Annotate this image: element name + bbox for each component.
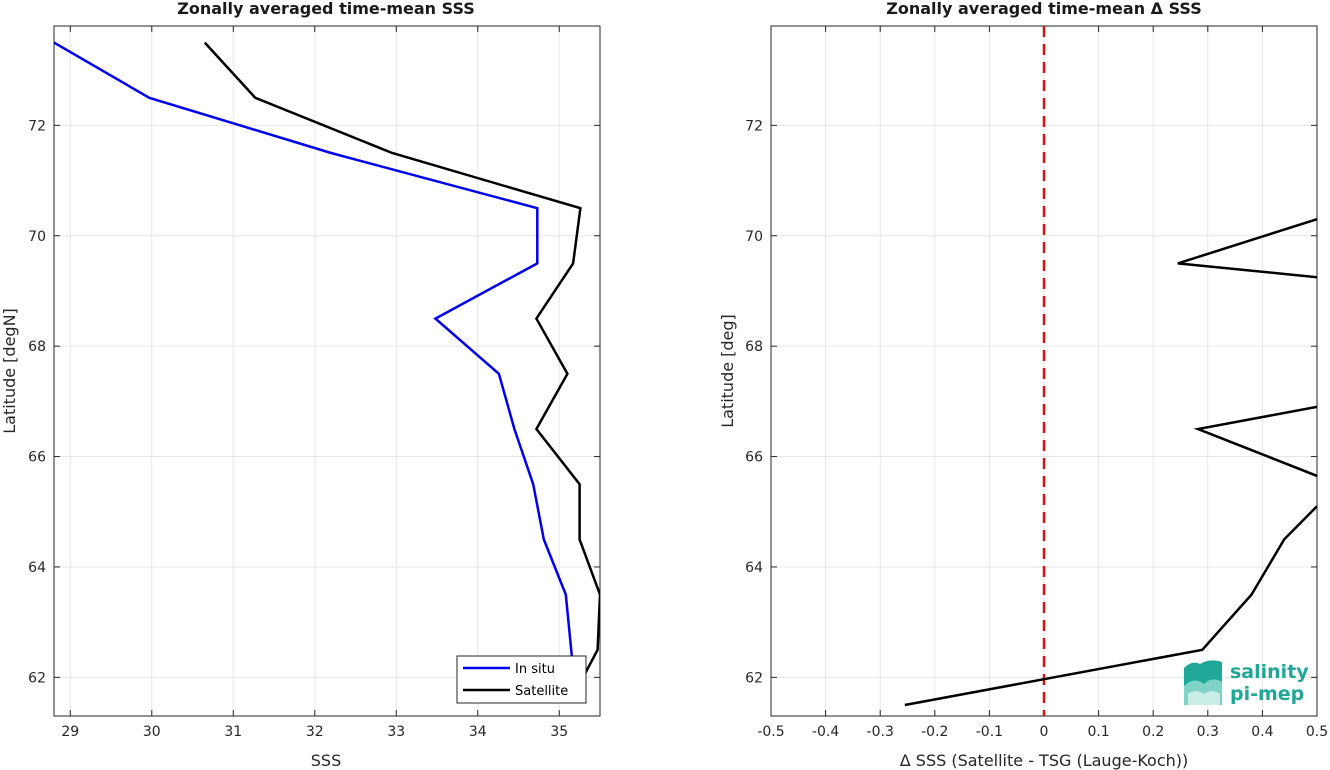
y-tick-label: 72 (28, 118, 46, 134)
y-tick-label: 70 (28, 229, 46, 245)
y-tick-label: 64 (28, 560, 46, 576)
chart-title-delta-sss: Zonally averaged time-mean Δ SSS (886, 0, 1202, 18)
ticks-delta-sss: -0.5 -0.4 -0.3 -0.2 -0.1 0 0.1 0.2 0.3 0.4 0.5 62 64… (745, 26, 1328, 740)
x-tick-label: 0 (1040, 724, 1049, 740)
x-tick-label: -0.3 (867, 724, 894, 740)
series-line-in-situ (54, 41, 576, 678)
x-tick-label: 0.4 (1251, 724, 1273, 740)
x-tick-label: 0.5 (1306, 724, 1328, 740)
ticks-sss: 29 30 31 32 33 34 35 62 64 66 68 70 72 (28, 26, 600, 740)
y-tick-label: 72 (745, 118, 763, 134)
lines-delta-sss (904, 26, 1317, 716)
logo-text-pi-mep: pi-mep (1230, 683, 1304, 705)
x-tick-label: 32 (306, 724, 324, 740)
wave-logo-icon (1184, 660, 1222, 705)
x-tick-label: 29 (61, 724, 79, 740)
axes-box-sss (53, 25, 601, 717)
y-axis-label-delta-sss: Latitude [deg] (718, 314, 737, 428)
chart-title-sss: Zonally averaged time-mean SSS (177, 0, 475, 18)
y-tick-label: 66 (28, 450, 46, 466)
x-tick-label: -0.1 (976, 724, 1003, 740)
x-tick-label: -0.5 (757, 724, 784, 740)
y-tick-label: 68 (28, 339, 46, 355)
x-tick-label: 0.1 (1087, 724, 1109, 740)
x-axis-label-delta-sss: Δ SSS (Satellite - TSG (Lauge-Koch)) (900, 751, 1189, 770)
legend-label-in-situ: In situ (515, 662, 555, 677)
delta-sss-line-segment-2 (1177, 218, 1317, 279)
x-tick-label: 31 (224, 724, 242, 740)
salinity-pi-mep-logo: salinity pi-mep (1184, 660, 1309, 705)
y-tick-label: 70 (745, 229, 763, 245)
y-tick-label: 62 (28, 670, 46, 686)
y-tick-label: 66 (745, 450, 763, 466)
delta-sss-line-segment-0 (904, 505, 1317, 707)
x-tick-label: 34 (469, 724, 487, 740)
x-tick-label: -0.4 (812, 724, 839, 740)
x-tick-label: 33 (387, 724, 405, 740)
x-tick-label: 0.3 (1197, 724, 1219, 740)
series-line-satellite (203, 41, 600, 689)
x-tick-label: 35 (550, 724, 568, 740)
x-axis-label-sss: SSS (311, 751, 341, 770)
y-tick-label: 64 (745, 560, 763, 576)
y-tick-label: 62 (745, 670, 763, 686)
y-tick-label: 68 (745, 339, 763, 355)
legend-label-satellite: Satellite (515, 684, 568, 699)
logo-text-salinity: salinity (1230, 661, 1309, 683)
x-tick-label: 30 (143, 724, 161, 740)
legend-box (456, 655, 587, 704)
delta-sss-line-segment-1 (1193, 405, 1317, 478)
delta-sss-panel: Zonally averaged time-mean Δ SSS -0.5 -0.… (718, 0, 1328, 770)
grid-sss (54, 26, 600, 716)
x-tick-label: -0.2 (921, 724, 948, 740)
x-tick-label: 0.2 (1142, 724, 1164, 740)
legend: In situ Satellite (456, 655, 587, 704)
sss-panel: Zonally averaged time-mean SSS 29 30 31 32 3… (0, 0, 601, 770)
y-axis-label-sss: Latitude [degN] (0, 308, 19, 434)
lines-sss (54, 41, 600, 689)
